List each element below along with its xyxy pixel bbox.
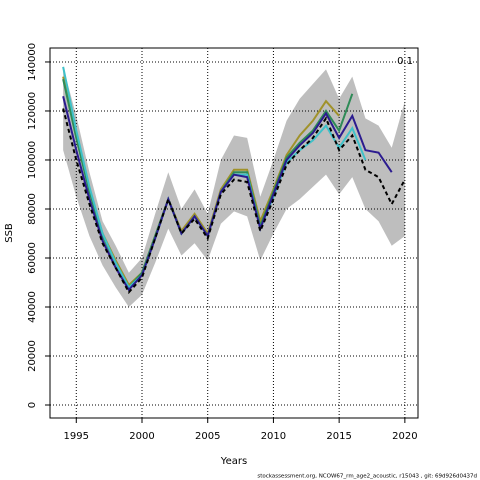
confidence-band (63, 66, 405, 307)
footer: stockassessment.org, NCOW67_rm_age2_acou… (257, 474, 477, 480)
x-tick-label: 2015 (326, 431, 351, 442)
series-line (62, 108, 406, 295)
y-axis-label: SSB (4, 223, 15, 243)
x-tick-label: 2000 (129, 431, 154, 442)
x-axis-label: Years (220, 456, 247, 467)
y-tick-label: 20000 (27, 340, 38, 372)
plot-frame (49, 47, 419, 419)
y-tick-label: 80000 (27, 193, 38, 225)
y-tick-label: 60000 (27, 242, 38, 274)
x-tick-label: 2005 (195, 431, 220, 442)
y-tick-label: 100000 (27, 141, 38, 179)
x-tick-label: 1995 (64, 431, 89, 442)
y-tick-label: 40000 (27, 291, 38, 323)
y-tick-label: 120000 (27, 92, 38, 130)
series-line (62, 96, 393, 292)
annotation: 0.1 (397, 56, 413, 67)
x-tick-label: 2010 (261, 431, 286, 442)
y-tick-label: 140000 (27, 43, 38, 81)
y-tick-label: 0 (27, 402, 38, 408)
x-tick-label: 2020 (392, 431, 417, 442)
